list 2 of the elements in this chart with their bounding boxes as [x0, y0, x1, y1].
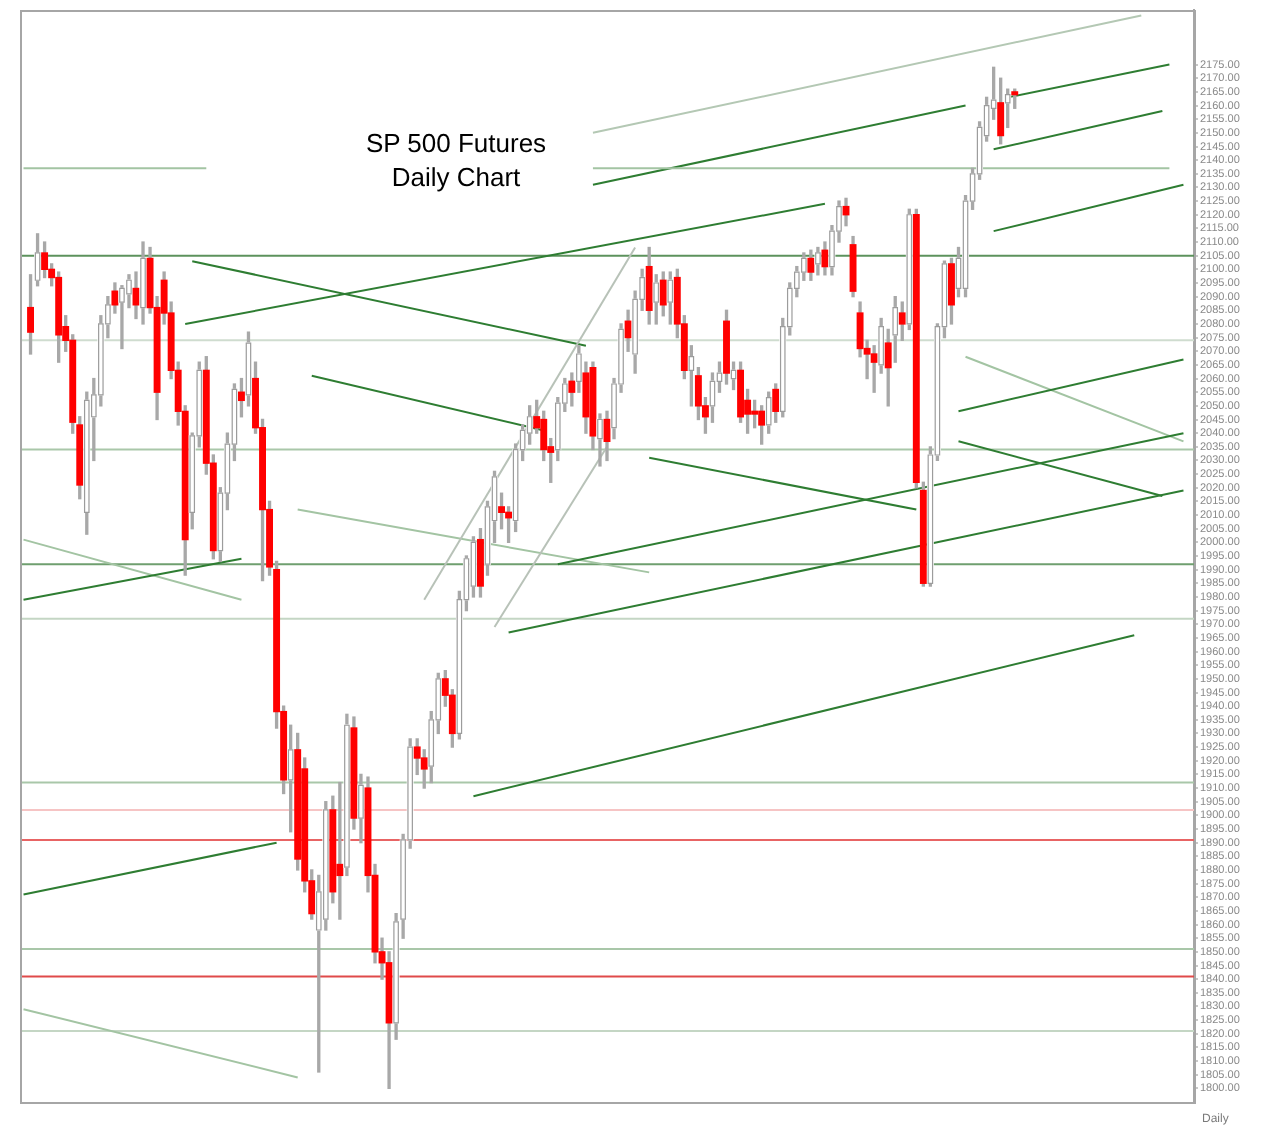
text: SP 500 Futures [363, 126, 549, 160]
text: Daily Chart [389, 160, 523, 194]
